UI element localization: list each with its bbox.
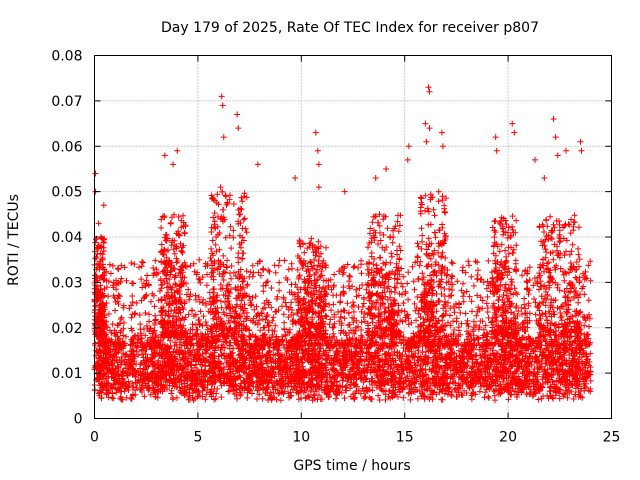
roti-peak-point: [92, 170, 99, 177]
roti-peak-point: [383, 165, 390, 172]
roti-peak-point: [552, 134, 559, 141]
roti-peak-point: [493, 147, 500, 154]
y-tick-label: 0.03: [51, 275, 82, 291]
roti-peak-point: [405, 143, 412, 150]
roti-peak-point: [509, 120, 516, 127]
x-tick-label: 20: [499, 430, 517, 446]
chart-title: Day 179 of 2025, Rate Of TEC Index for r…: [161, 20, 539, 36]
x-tick-label: 15: [396, 430, 414, 446]
roti-peak-point: [438, 129, 445, 136]
x-tick-label: 10: [292, 430, 310, 446]
roti-peak-point: [100, 202, 107, 209]
roti-peak-point: [234, 111, 241, 118]
roti-peak-point: [578, 147, 585, 154]
roti-peak-point: [439, 143, 446, 150]
roti-peak-point: [219, 102, 226, 109]
roti-peak-point: [425, 84, 432, 91]
roti-peak-point: [161, 152, 168, 159]
roti-peak-point: [422, 120, 429, 127]
roti-peak-point: [218, 93, 225, 100]
y-tick-label: 0.04: [51, 230, 82, 246]
roti-peak-point: [95, 220, 102, 227]
x-tick-label: 0: [90, 430, 99, 446]
roti-peak-point: [531, 156, 538, 163]
roti-peak-point: [312, 129, 319, 136]
roti-peak-point: [254, 161, 261, 168]
roti-point-cloud: [91, 188, 594, 404]
x-axis-label: GPS time / hours: [293, 458, 410, 474]
roti-peak-point: [315, 184, 322, 191]
y-tick-label: 0: [74, 412, 83, 428]
y-tick-label: 0.01: [51, 366, 82, 382]
roti-peak-point: [170, 161, 177, 168]
roti-peak-point: [174, 147, 181, 154]
y-tick-label: 0.08: [51, 49, 82, 65]
roti-peak-point: [220, 134, 227, 141]
roti-peak-point: [404, 156, 411, 163]
roti-peak-point: [341, 188, 348, 195]
roti-peak-point: [563, 147, 570, 154]
roti-peak-point: [511, 129, 518, 136]
y-tick-label: 0.06: [51, 139, 82, 155]
roti-peak-point: [577, 138, 584, 145]
roti-peak-point: [235, 125, 242, 132]
roti-peak-point: [554, 152, 561, 159]
axis-ticks: 0 5 10 15 20 25 0 0.01 0.02 0.03 0.04 0.05 0.06 0.07 0…: [51, 49, 620, 446]
roti-peak-point: [541, 175, 548, 182]
roti-peak-point: [550, 116, 557, 123]
roti-peak-point: [292, 175, 299, 182]
x-tick-label: 25: [603, 430, 621, 446]
roti-peak-point: [315, 161, 322, 168]
roti-peak-point: [314, 147, 321, 154]
roti-peak-point: [492, 134, 499, 141]
data-points: [91, 84, 594, 404]
roti-peak-point: [217, 184, 224, 191]
roti-peak-point: [426, 88, 433, 95]
y-axis-label: ROTI / TECUs: [6, 194, 22, 286]
roti-peak-point: [426, 125, 433, 132]
x-tick-label: 5: [193, 430, 202, 446]
roti-peak-point: [423, 138, 430, 145]
roti-peak-point: [372, 175, 379, 182]
y-tick-label: 0.05: [51, 185, 82, 201]
y-tick-label: 0.07: [51, 94, 82, 110]
y-tick-label: 0.02: [51, 321, 82, 337]
